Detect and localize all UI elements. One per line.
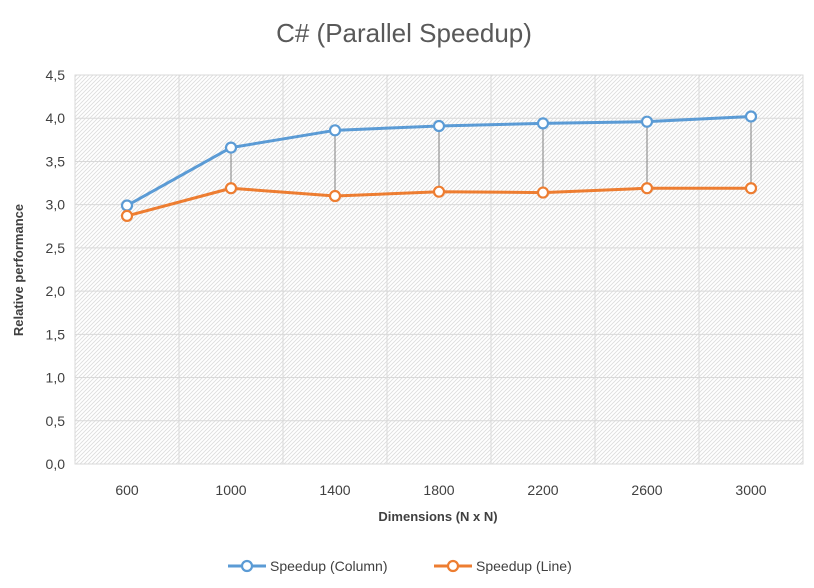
data-point — [536, 186, 550, 199]
series-2 — [120, 182, 758, 223]
chart-title: C# (Parallel Speedup) — [276, 18, 532, 48]
data-point — [640, 182, 654, 195]
data-point — [120, 209, 134, 223]
legend-label: Speedup (Line) — [476, 558, 572, 574]
x-tick-label: 3000 — [735, 482, 766, 498]
legend: Speedup (Column) Speedup (Line) — [228, 558, 572, 574]
legend-label: Speedup (Column) — [270, 558, 388, 574]
y-axis-ticks: 0,0 0,5 1,0 1,5 2,0 2,5 3,0 3,5 4,0 4,5 — [46, 67, 66, 472]
legend-marker — [446, 559, 460, 573]
y-tick-label: 2,5 — [46, 240, 66, 256]
series-1 — [120, 110, 758, 212]
y-tick-label: 1,5 — [46, 326, 66, 342]
gridlines — [74, 74, 804, 465]
y-tick-label: 2,0 — [46, 283, 66, 299]
legend-item: Speedup (Column) — [228, 558, 388, 574]
x-tick-label: 2200 — [527, 482, 558, 498]
x-axis-ticks: 600 1000 1400 1800 2200 2600 3000 — [115, 482, 766, 498]
y-tick-label: 4,0 — [46, 110, 66, 126]
legend-item: Speedup (Line) — [434, 558, 572, 574]
x-tick-label: 600 — [115, 482, 139, 498]
data-point — [224, 141, 238, 154]
x-tick-label: 1000 — [215, 482, 246, 498]
data-point — [640, 115, 654, 128]
data-point — [432, 119, 446, 133]
data-point — [328, 124, 342, 137]
data-point — [120, 199, 134, 212]
data-point — [432, 185, 446, 198]
x-tick-label: 2600 — [631, 482, 662, 498]
data-point — [536, 117, 550, 130]
y-tick-label: 3,5 — [46, 153, 66, 169]
y-tick-label: 0,5 — [46, 413, 66, 429]
data-point — [328, 189, 342, 203]
x-tick-label: 1800 — [423, 482, 454, 498]
data-point — [744, 110, 758, 123]
data-point — [224, 182, 238, 195]
y-tick-label: 0,0 — [46, 456, 66, 472]
legend-marker — [240, 559, 254, 573]
y-tick-label: 4,5 — [46, 67, 66, 83]
x-axis-title: Dimensions (N x N) — [378, 509, 497, 524]
y-axis-title: Relative performance — [11, 204, 26, 336]
y-tick-label: 3,0 — [46, 197, 66, 213]
y-tick-label: 1,0 — [46, 370, 66, 386]
x-tick-label: 1400 — [319, 482, 350, 498]
data-point — [744, 182, 758, 195]
series-layer — [120, 110, 758, 223]
